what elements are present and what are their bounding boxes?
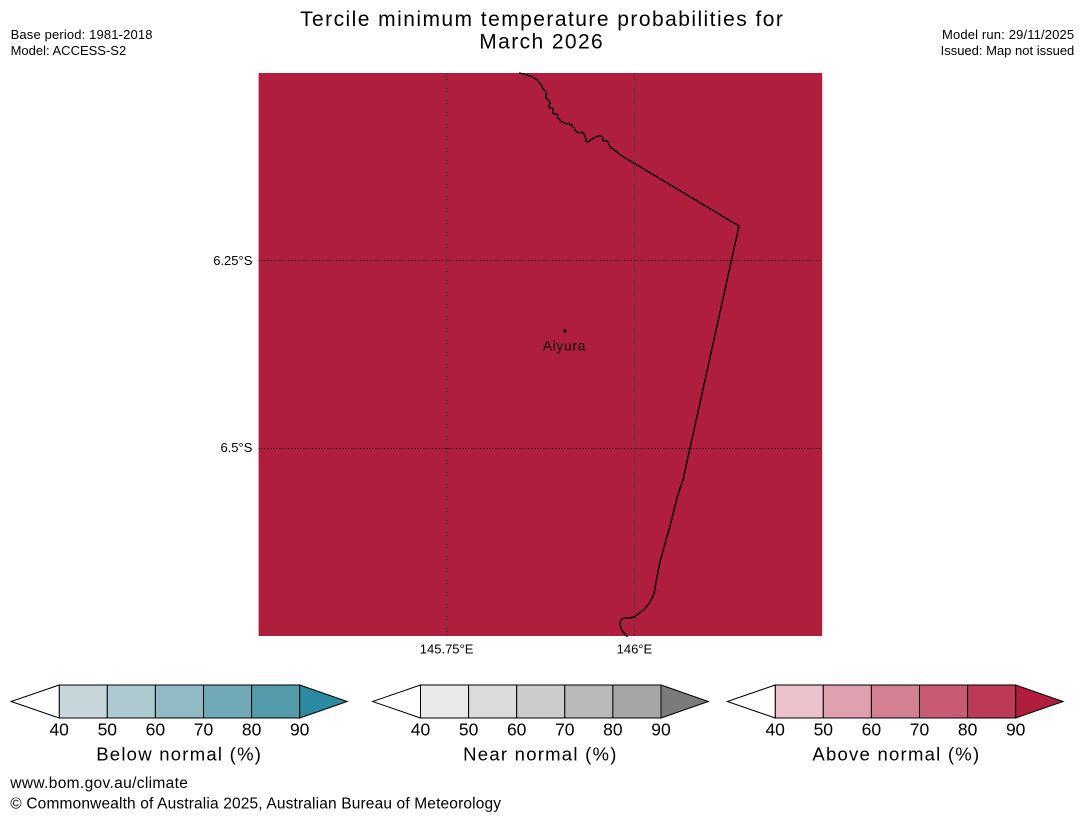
svg-text:145.75°E: 145.75°E <box>420 641 474 656</box>
svg-text:Model run: 29/11/2025: Model run: 29/11/2025 <box>942 27 1074 42</box>
svg-text:80: 80 <box>958 719 978 739</box>
svg-text:40: 40 <box>765 719 785 739</box>
svg-text:March 2026: March 2026 <box>479 31 604 54</box>
svg-text:www.bom.gov.au/climate: www.bom.gov.au/climate <box>9 775 188 792</box>
svg-text:Issued: Map not issued: Issued: Map not issued <box>941 43 1075 58</box>
svg-text:40: 40 <box>411 719 431 739</box>
svg-text:90: 90 <box>1006 719 1026 739</box>
svg-text:© Commonwealth of Australia 20: © Commonwealth of Australia 2025, Austra… <box>10 796 501 813</box>
svg-text:90: 90 <box>651 719 671 739</box>
svg-text:Near normal (%): Near normal (%) <box>463 744 617 765</box>
svg-text:50: 50 <box>814 719 834 739</box>
svg-text:Below normal (%): Below normal (%) <box>96 744 262 765</box>
svg-text:60: 60 <box>146 719 166 739</box>
svg-text:70: 70 <box>910 719 930 739</box>
svg-text:60: 60 <box>862 719 882 739</box>
svg-text:146°E: 146°E <box>617 641 653 656</box>
svg-text:80: 80 <box>603 719 623 739</box>
svg-text:40: 40 <box>49 719 69 739</box>
svg-text:50: 50 <box>98 719 118 739</box>
svg-text:80: 80 <box>242 719 262 739</box>
svg-text:Aiyura: Aiyura <box>543 337 586 353</box>
svg-text:50: 50 <box>459 719 479 739</box>
svg-text:6.5°S: 6.5°S <box>220 440 252 455</box>
svg-text:70: 70 <box>555 719 575 739</box>
svg-text:Above normal (%): Above normal (%) <box>812 744 980 765</box>
svg-text:Base period: 1981-2018: Base period: 1981-2018 <box>11 27 153 42</box>
svg-text:70: 70 <box>194 719 214 739</box>
svg-text:Model: ACCESS-S2: Model: ACCESS-S2 <box>11 43 127 58</box>
svg-text:90: 90 <box>290 719 310 739</box>
svg-text:60: 60 <box>507 719 527 739</box>
svg-text:Tercile minimum temperature pr: Tercile minimum temperature probabilitie… <box>300 8 784 31</box>
svg-text:6.25°S: 6.25°S <box>213 253 253 268</box>
